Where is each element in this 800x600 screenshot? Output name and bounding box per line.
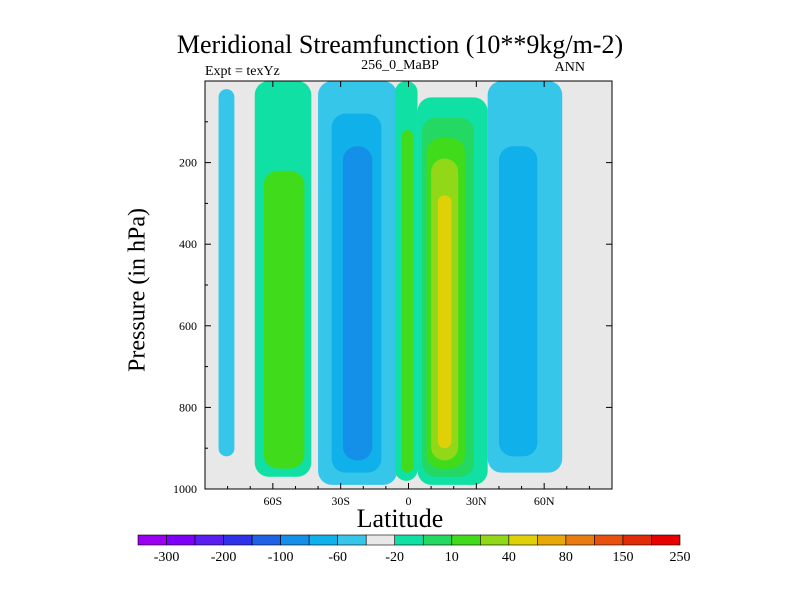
y-tick-label: 200: [179, 156, 197, 170]
colorbar-label: 80: [559, 550, 573, 565]
colorbar-swatch: [451, 534, 481, 546]
x-tick-label: 30S: [331, 494, 350, 508]
y-tick-label: 800: [179, 400, 197, 414]
colorbar-swatch: [337, 534, 367, 546]
chart-title: Meridional Streamfunction (10**9kg/m-2): [176, 30, 624, 59]
colorbar-label: 150: [612, 550, 633, 565]
colorbar-swatch: [308, 534, 338, 546]
contour-region: [498, 146, 538, 457]
x-tick-label: 60S: [263, 494, 282, 508]
season-annotation: ANN: [554, 60, 585, 75]
contour-region: [342, 146, 373, 461]
experiment-annotation: Expt = texYz: [205, 64, 280, 79]
chart-subtitle: 256_0_MaBP: [361, 58, 439, 73]
colorbar-swatch: [137, 534, 167, 546]
colorbar-swatch: [594, 534, 624, 546]
colorbar-swatch: [166, 534, 196, 546]
contour-region: [218, 89, 235, 457]
colorbar-swatch: [394, 534, 424, 546]
colorbar-swatch: [251, 534, 281, 546]
x-tick-label: 30N: [466, 494, 487, 508]
axes: 60S 30S 0 30N 60N 200 400 600 800 1000: [173, 80, 613, 508]
colorbar-swatch: [508, 534, 538, 546]
x-tick-label: 0: [406, 494, 412, 508]
colorbar-label: -200: [211, 550, 237, 565]
contour-region: [401, 129, 414, 473]
colorbar-label: -20: [385, 550, 404, 565]
y-tick-label: 400: [179, 237, 197, 251]
colorbar-swatch: [223, 534, 253, 546]
colorbar-label: -60: [328, 550, 347, 565]
colorbar-swatch: [537, 534, 567, 546]
colorbar-label: -100: [268, 550, 294, 565]
colorbar-label: 10: [445, 550, 459, 565]
colorbar-swatch: [651, 534, 681, 546]
colorbar-swatch: [422, 534, 453, 546]
y-tick-label: 600: [179, 319, 197, 333]
colorbar-swatch: [622, 534, 652, 546]
x-tick-label: 60N: [534, 494, 555, 508]
y-tick-label: 1000: [173, 482, 197, 496]
contour-region: [263, 170, 305, 469]
colorbar-label: 40: [502, 550, 516, 565]
x-axis-label: Latitude: [356, 504, 444, 533]
colorbar-label: -300: [154, 550, 180, 565]
colorbar-swatch: [280, 534, 310, 546]
colorbar: -300 -200 -100 -60 -20 10 40 80 150 250: [137, 534, 691, 565]
plot-area: [205, 81, 612, 489]
colorbar-swatch: [365, 534, 396, 546]
colorbar-label: 250: [670, 550, 691, 565]
colorbar-swatch: [480, 534, 510, 546]
colorbar-swatch: [565, 534, 595, 546]
colorbar-swatch: [194, 534, 224, 546]
contour-region: [437, 195, 452, 449]
